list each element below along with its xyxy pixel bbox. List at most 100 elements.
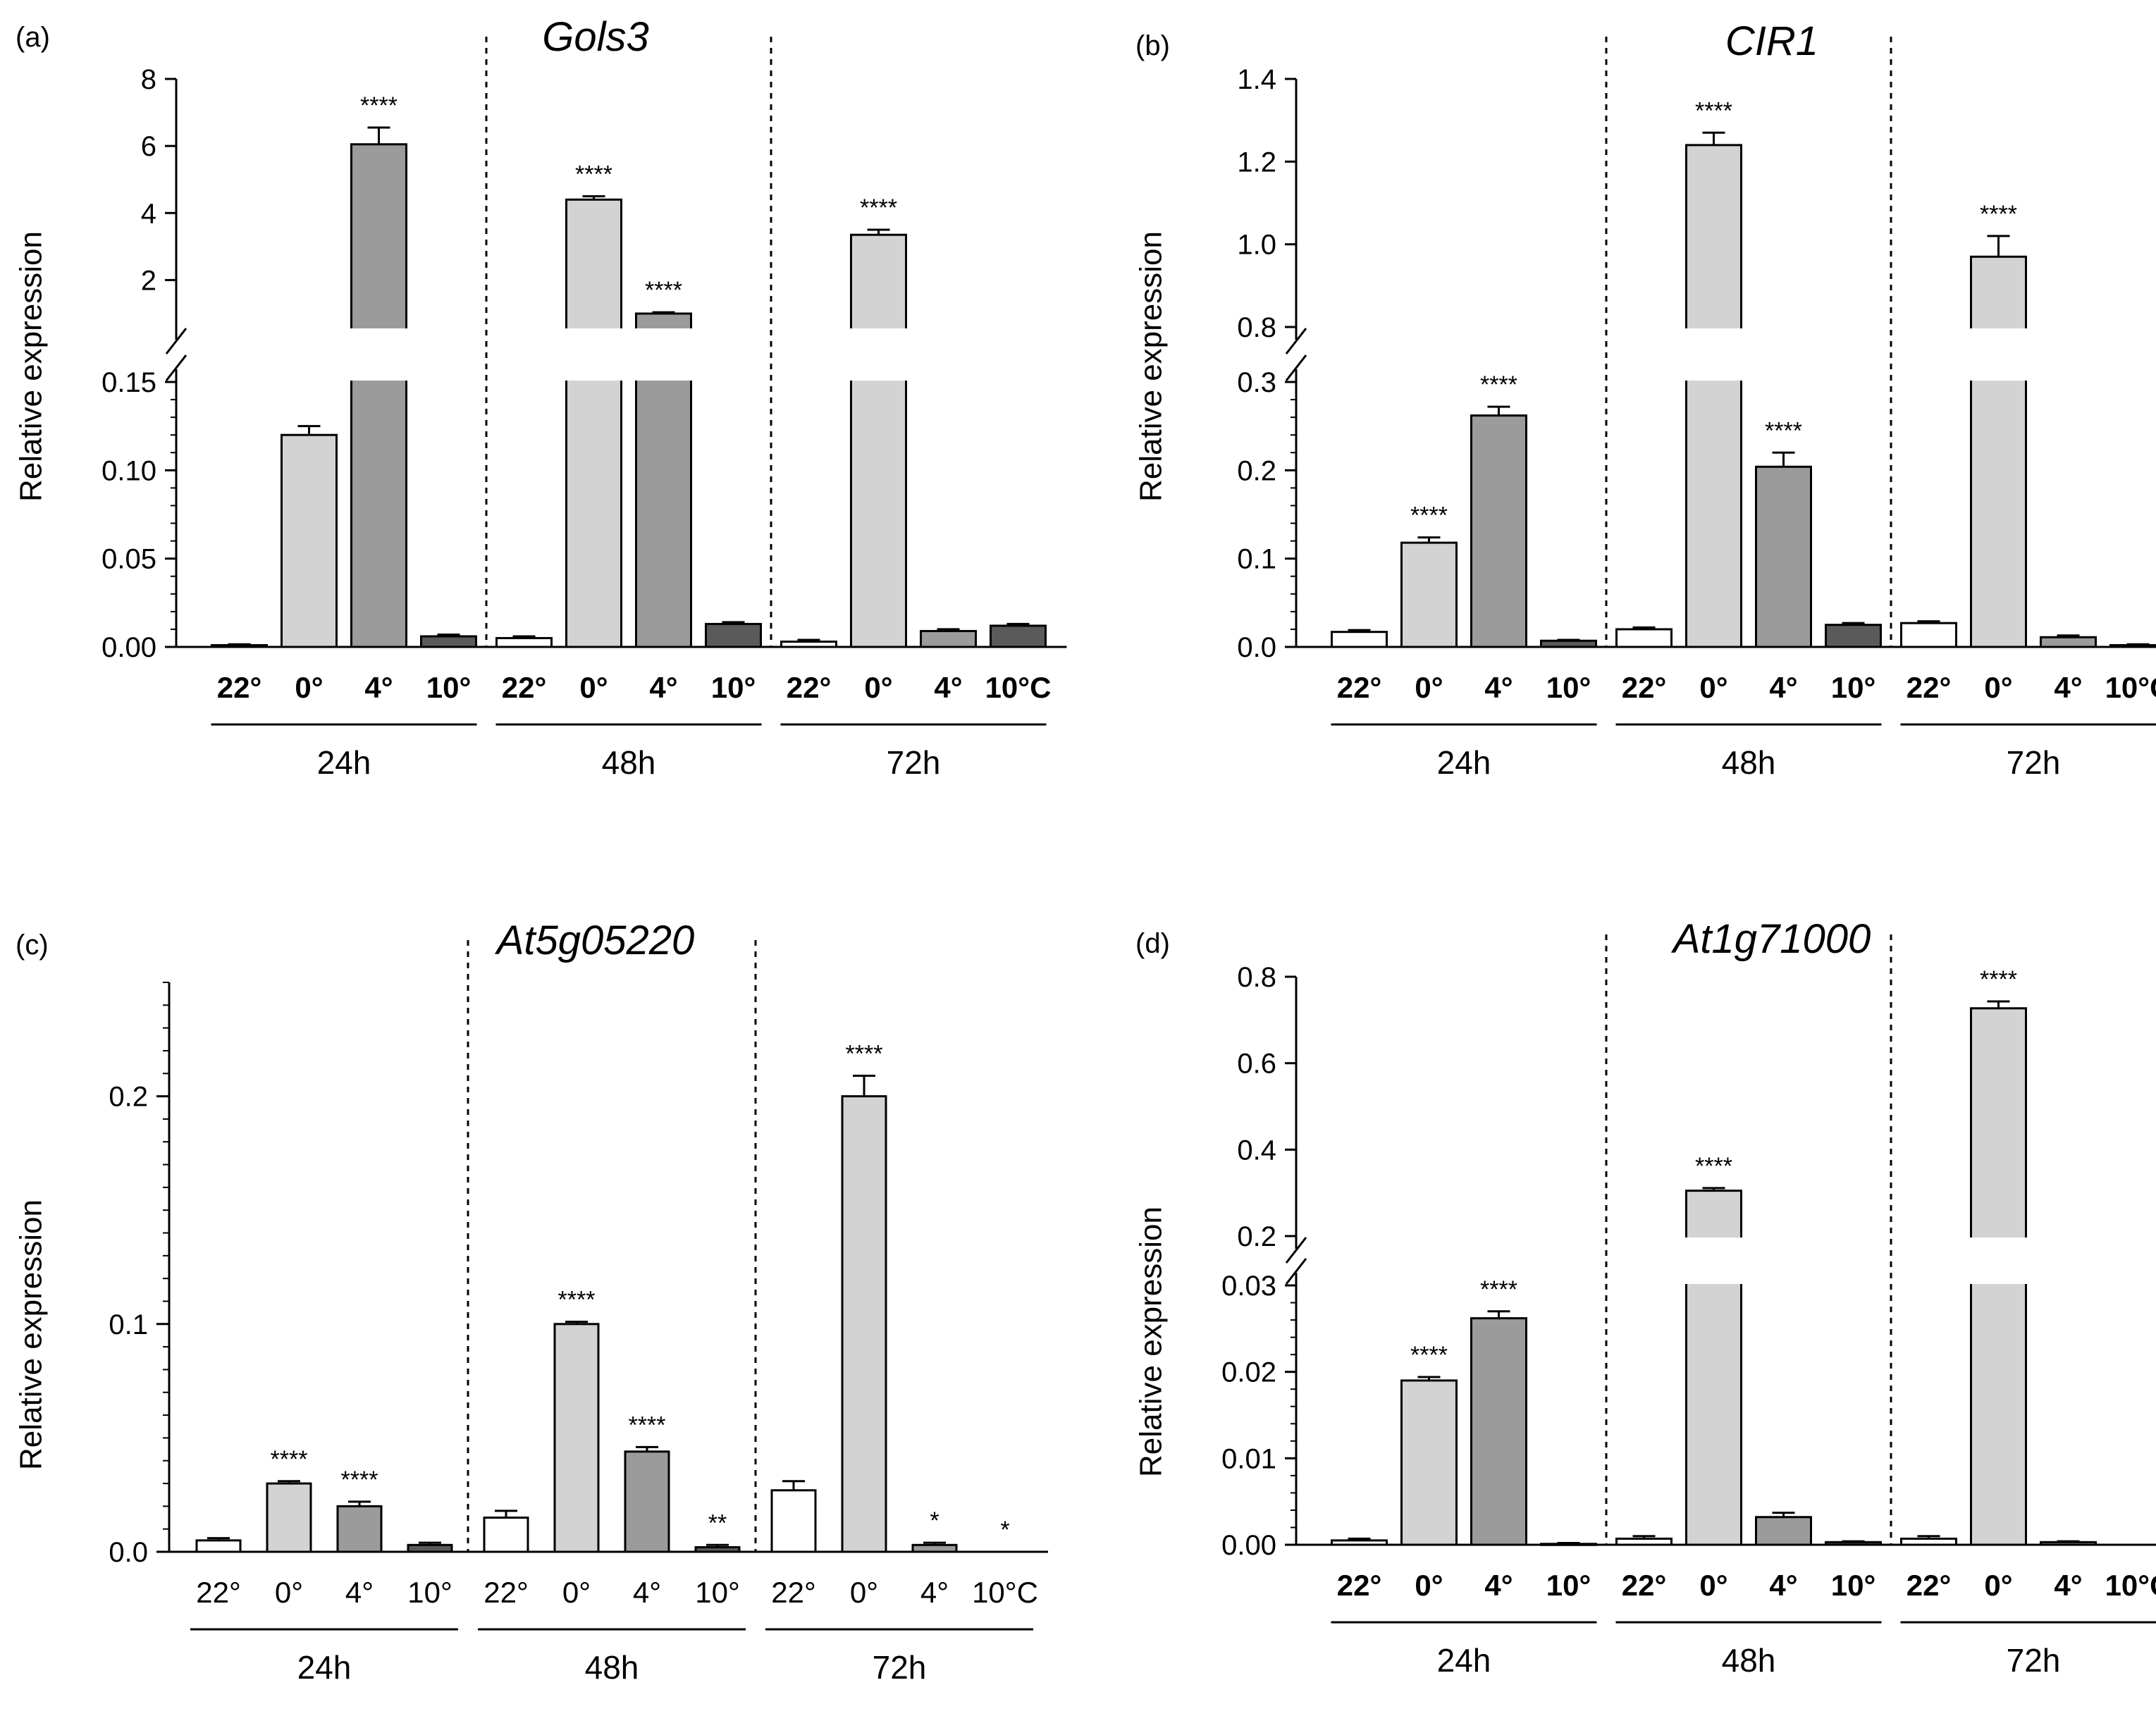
x-tick-label: 22° [1337, 671, 1382, 704]
bar-break-gap [1684, 1237, 1744, 1284]
bar [705, 622, 762, 648]
x-tick-label: 10° [407, 1576, 452, 1609]
significance-marker: **** [1980, 201, 2017, 228]
axis-break-mark [1285, 1258, 1307, 1285]
panel-label: (c) [16, 930, 49, 961]
y-tick-label: 0.8 [1237, 312, 1276, 343]
bar [920, 629, 977, 648]
bar [1615, 628, 1673, 648]
x-tick-label: 22° [1906, 1569, 1952, 1602]
bar [841, 1095, 887, 1553]
x-tick-label: 0° [850, 1576, 878, 1609]
x-tick-label: 22° [217, 671, 262, 704]
significance-marker: **** [629, 1412, 666, 1438]
chart-panel: (b) CIR1 Relative expression 0.8 1.0 1.2 1.4 0.… [1134, 18, 2156, 781]
x-tick-label: 22° [1622, 671, 1667, 704]
y-tick-label: 0.03 [1221, 1271, 1276, 1302]
x-tick-label: 10°C [2105, 1569, 2156, 1602]
y-axis-label: Relative expression [1134, 231, 1169, 502]
y-tick-label: 0.0 [1237, 632, 1276, 663]
significance-marker: **** [1695, 97, 1732, 124]
time-group-label: 48h [602, 744, 656, 781]
chart-title: At1g71000 [1671, 916, 1871, 962]
time-group-label: 48h [1722, 744, 1776, 781]
bar [565, 198, 622, 648]
x-tick-label: 0° [1699, 671, 1727, 704]
bar [1755, 465, 1812, 648]
x-tick-label: 0° [1984, 671, 2012, 704]
bar [420, 635, 477, 648]
bar [2109, 643, 2156, 648]
bar [780, 640, 837, 648]
significance-marker: **** [360, 92, 398, 119]
x-tick-label: 0° [864, 671, 892, 704]
x-tick-label: 0° [1415, 671, 1443, 704]
bar [1400, 1379, 1458, 1546]
panel-label: (b) [1135, 30, 1170, 61]
x-tick-label: 10°C [972, 1576, 1038, 1609]
y-tick-label: 0.8 [1237, 962, 1276, 993]
significance-marker: **** [1410, 502, 1448, 529]
x-tick-label: 0° [1699, 1569, 1727, 1602]
bar-break-gap [1969, 1237, 2028, 1284]
bar-break-gap [849, 328, 908, 381]
bar-break-gap [349, 328, 409, 381]
y-tick-label: 0.0 [109, 1537, 148, 1568]
chart-title: CIR1 [1725, 18, 1818, 64]
x-tick-label: 22° [196, 1576, 241, 1609]
axis-break-mark [165, 354, 187, 381]
x-tick-label: 10° [711, 671, 756, 704]
time-group-label: 72h [2007, 744, 2061, 781]
bar-break-gap [1684, 328, 1744, 381]
time-group-label: 24h [1437, 1642, 1491, 1679]
x-tick-label: 10° [1546, 671, 1591, 704]
significance-marker: **** [846, 1041, 883, 1068]
x-tick-label: 10°C [985, 671, 1052, 704]
chart-title: At5g05220 [495, 918, 695, 963]
bar [211, 643, 268, 648]
y-tick-label: 8 [141, 64, 156, 95]
y-tick-label: 0.05 [101, 544, 156, 575]
bar [553, 1323, 600, 1553]
x-tick-label: 4° [1484, 671, 1513, 704]
significance-marker: * [930, 1507, 939, 1534]
significance-marker: **** [860, 195, 897, 221]
x-tick-label: 22° [771, 1576, 816, 1609]
bar [2040, 636, 2097, 648]
bar [1400, 541, 1458, 648]
x-tick-label: 4° [934, 671, 962, 704]
significance-marker: **** [1480, 371, 1517, 398]
bar [483, 1517, 529, 1553]
time-group-label: 72h [887, 744, 941, 781]
significance-marker: **** [341, 1467, 378, 1493]
bar [770, 1489, 817, 1553]
y-tick-label: 1.2 [1237, 147, 1276, 178]
significance-marker: ** [708, 1510, 727, 1536]
y-tick-label: 1.0 [1237, 230, 1276, 261]
y-tick-label: 2 [141, 265, 156, 296]
bar [850, 233, 907, 648]
x-tick-label: 0° [275, 1576, 303, 1609]
y-tick-label: 0.15 [101, 367, 156, 398]
bar [495, 636, 553, 648]
bar [1900, 1537, 1957, 1546]
x-tick-label: 10°C [2105, 671, 2156, 704]
time-group-label: 72h [873, 1649, 927, 1686]
bar [1470, 414, 1527, 648]
bar [1755, 1516, 1812, 1546]
x-tick-label: 4° [1484, 1569, 1513, 1602]
x-tick-label: 0° [1415, 1569, 1443, 1602]
x-tick-label: 0° [562, 1576, 591, 1609]
y-axis-label: Relative expression [1134, 1206, 1169, 1477]
x-tick-label: 4° [633, 1576, 661, 1609]
y-tick-label: 0.00 [101, 632, 156, 663]
x-tick-label: 10° [1546, 1569, 1591, 1602]
x-tick-label: 4° [2054, 671, 2082, 704]
x-tick-label: 0° [1984, 1569, 2012, 1602]
bar [624, 1450, 670, 1553]
bar [1470, 1317, 1527, 1546]
y-axis-label: Relative expression [14, 231, 49, 502]
chart-panel: (a) Gols3 Relative expression 2 4 6 8 0.00 0.05 0… [14, 14, 1067, 781]
x-tick-label: 4° [649, 671, 677, 704]
